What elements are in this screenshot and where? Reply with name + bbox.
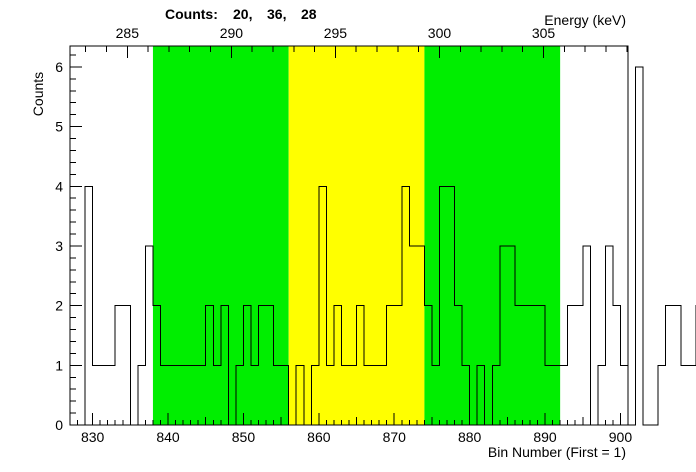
y-tick-label: 1 [55,357,63,373]
counts-header-value-1: 20, [233,6,252,22]
x-tick-label: 880 [458,429,482,445]
x-axis-label: Bin Number (First = 1) [488,444,626,460]
x-tick-label: 830 [81,429,105,445]
x-tick-label: 890 [533,429,557,445]
ticks-layer: 830 840 850 860 870 880 890 900 0 1 2 3 4 5 6 285 290 295… [55,25,632,445]
y-tick-label: 5 [55,119,63,135]
region-peak [288,46,425,425]
y-tick-label: 2 [55,298,63,314]
counts-header-label: Counts: [165,6,218,22]
labels-layer: Counts: 20, 36, 28 Energy (keV) Bin Numb… [30,6,626,460]
region-right-background [424,46,561,425]
top-tick-label: 300 [428,25,452,41]
y-tick-label: 6 [55,59,63,75]
x-tick-label: 900 [609,429,633,445]
x-tick-label: 860 [307,429,331,445]
top-tick-label: 295 [324,25,348,41]
top-tick-label: 285 [116,25,140,41]
top-tick-label: 305 [532,25,556,41]
counts-header-value-3: 28 [301,6,317,22]
counts-header-value-2: 36, [267,6,286,22]
histogram-line [70,66,696,426]
x-tick-label: 870 [383,429,407,445]
histogram-layer [70,66,696,426]
y-tick-label: 3 [55,238,63,254]
x-tick-label: 850 [232,429,256,445]
regions-layer [152,46,561,425]
top-tick-label: 290 [220,25,244,41]
y-axis-label: Counts [30,72,46,116]
top-axis-label: Energy (keV) [544,12,626,28]
y-tick-label: 4 [55,178,63,194]
x-tick-label: 840 [156,429,180,445]
y-tick-label: 0 [55,417,63,433]
region-left-background [152,46,289,425]
